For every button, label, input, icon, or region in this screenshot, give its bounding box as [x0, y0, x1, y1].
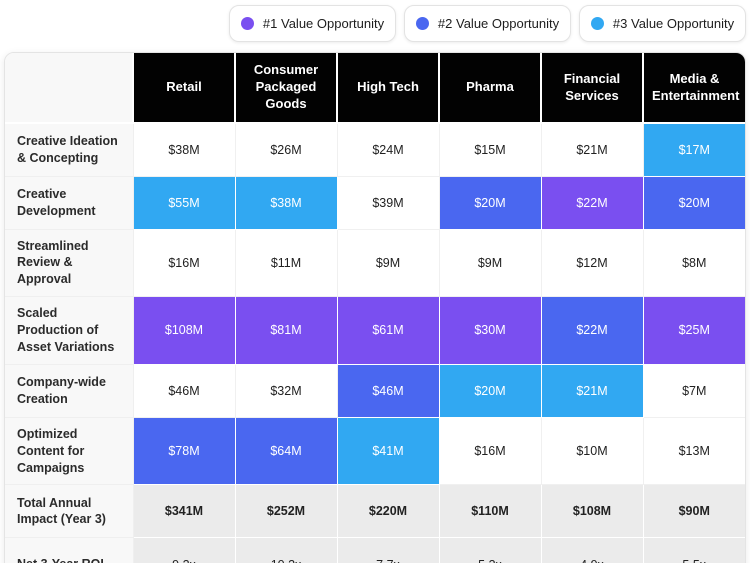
total-cell: $110M: [438, 484, 542, 539]
total-cell: $252M: [234, 484, 338, 539]
row-label: Company-wide Creation: [5, 363, 134, 418]
value-cell: $15M: [438, 122, 542, 177]
table-row-creative-ideation: Creative Ideation & Concepting $38M $26M…: [5, 122, 745, 177]
total-cell: $90M: [642, 484, 745, 539]
value-cell: $39M: [336, 175, 440, 230]
legend-label: #1 Value Opportunity: [262, 16, 385, 31]
value-cell: $13M: [642, 416, 745, 486]
legend-item-rank1: #1 Value Opportunity: [229, 5, 396, 42]
legend: #1 Value Opportunity #2 Value Opportunit…: [4, 5, 746, 52]
value-cell: $24M: [336, 122, 440, 177]
column-header-financial-services: Financial Services: [540, 53, 644, 124]
value-cell: $26M: [234, 122, 338, 177]
column-header-pharma: Pharma: [438, 53, 542, 124]
value-cell: $55M: [132, 175, 236, 230]
table-row-scaled-production: Scaled Production of Asset Variations $1…: [5, 296, 745, 365]
value-cell: $32M: [234, 363, 338, 418]
value-cell: $81M: [234, 296, 338, 365]
value-opportunity-card: Retail Consumer Packaged Goods High Tech…: [4, 52, 746, 563]
table-row-streamlined-review: Streamlined Review & Approval $16M $11M …: [5, 228, 745, 298]
legend-item-rank2: #2 Value Opportunity: [404, 5, 571, 42]
value-cell: $20M: [642, 175, 745, 230]
value-cell: $17M: [642, 122, 745, 177]
value-cell: $16M: [132, 228, 236, 298]
value-cell: $9M: [336, 228, 440, 298]
value-cell: $78M: [132, 416, 236, 486]
value-cell: $64M: [234, 416, 338, 486]
row-label: Total Annual Impact (Year 3): [5, 484, 134, 539]
column-header-cpg: Consumer Packaged Goods: [234, 53, 338, 124]
table-row-net-roi: Net 3-Year ROI 9.2x 10.2x 7.7x 5.3x 4.9x…: [5, 537, 745, 563]
row-label: Optimized Content for Campaigns: [5, 416, 134, 486]
corner-cell: [5, 53, 133, 124]
value-cell: $41M: [336, 416, 440, 486]
rank1-dot-icon: [240, 17, 254, 30]
roi-cell: 5.3x: [438, 537, 542, 563]
value-cell: $46M: [132, 363, 236, 418]
legend-label: #3 Value Opportunity: [612, 16, 735, 31]
roi-cell: 10.2x: [234, 537, 338, 563]
total-cell: $220M: [336, 484, 440, 539]
value-cell: $108M: [132, 296, 236, 365]
table-row-creative-development: Creative Development $55M $38M $39M $20M…: [5, 175, 745, 230]
roi-cell: 4.9x: [540, 537, 644, 563]
value-cell: $7M: [642, 363, 745, 418]
row-label: Scaled Production of Asset Variations: [5, 296, 134, 365]
value-cell: $21M: [540, 363, 644, 418]
rank2-dot-icon: [415, 17, 429, 30]
value-opportunity-table: Retail Consumer Packaged Goods High Tech…: [5, 53, 745, 563]
legend-label: #2 Value Opportunity: [437, 16, 560, 31]
total-cell: $108M: [540, 484, 644, 539]
header-row: Retail Consumer Packaged Goods High Tech…: [5, 53, 745, 124]
total-cell: $341M: [132, 484, 236, 539]
rank3-dot-icon: [590, 17, 604, 30]
value-cell: $38M: [234, 175, 338, 230]
value-cell: $30M: [438, 296, 542, 365]
value-cell: $61M: [336, 296, 440, 365]
value-cell: $38M: [132, 122, 236, 177]
value-cell: $46M: [336, 363, 440, 418]
value-cell: $11M: [234, 228, 338, 298]
value-cell: $16M: [438, 416, 542, 486]
roi-cell: 5.5x: [642, 537, 745, 563]
value-cell: $22M: [540, 175, 644, 230]
column-header-retail: Retail: [132, 53, 236, 124]
column-header-media-entertainment: Media & Entertainment: [642, 53, 745, 124]
table-row-company-wide-creation: Company-wide Creation $46M $32M $46M $20…: [5, 363, 745, 418]
value-cell: $22M: [540, 296, 644, 365]
value-cell: $10M: [540, 416, 644, 486]
value-cell: $8M: [642, 228, 745, 298]
row-label: Creative Development: [5, 175, 134, 230]
legend-item-rank3: #3 Value Opportunity: [579, 5, 746, 42]
value-cell: $9M: [438, 228, 542, 298]
value-cell: $21M: [540, 122, 644, 177]
table-row-optimized-content: Optimized Content for Campaigns $78M $64…: [5, 416, 745, 486]
table-row-total-annual-impact: Total Annual Impact (Year 3) $341M $252M…: [5, 484, 745, 539]
roi-cell: 7.7x: [336, 537, 440, 563]
row-label: Net 3-Year ROI: [5, 537, 134, 563]
roi-cell: 9.2x: [132, 537, 236, 563]
column-header-high-tech: High Tech: [336, 53, 440, 124]
row-label: Streamlined Review & Approval: [5, 228, 134, 298]
value-cell: $20M: [438, 363, 542, 418]
value-cell: $12M: [540, 228, 644, 298]
row-label: Creative Ideation & Concepting: [5, 122, 134, 177]
value-cell: $20M: [438, 175, 542, 230]
value-cell: $25M: [642, 296, 745, 365]
